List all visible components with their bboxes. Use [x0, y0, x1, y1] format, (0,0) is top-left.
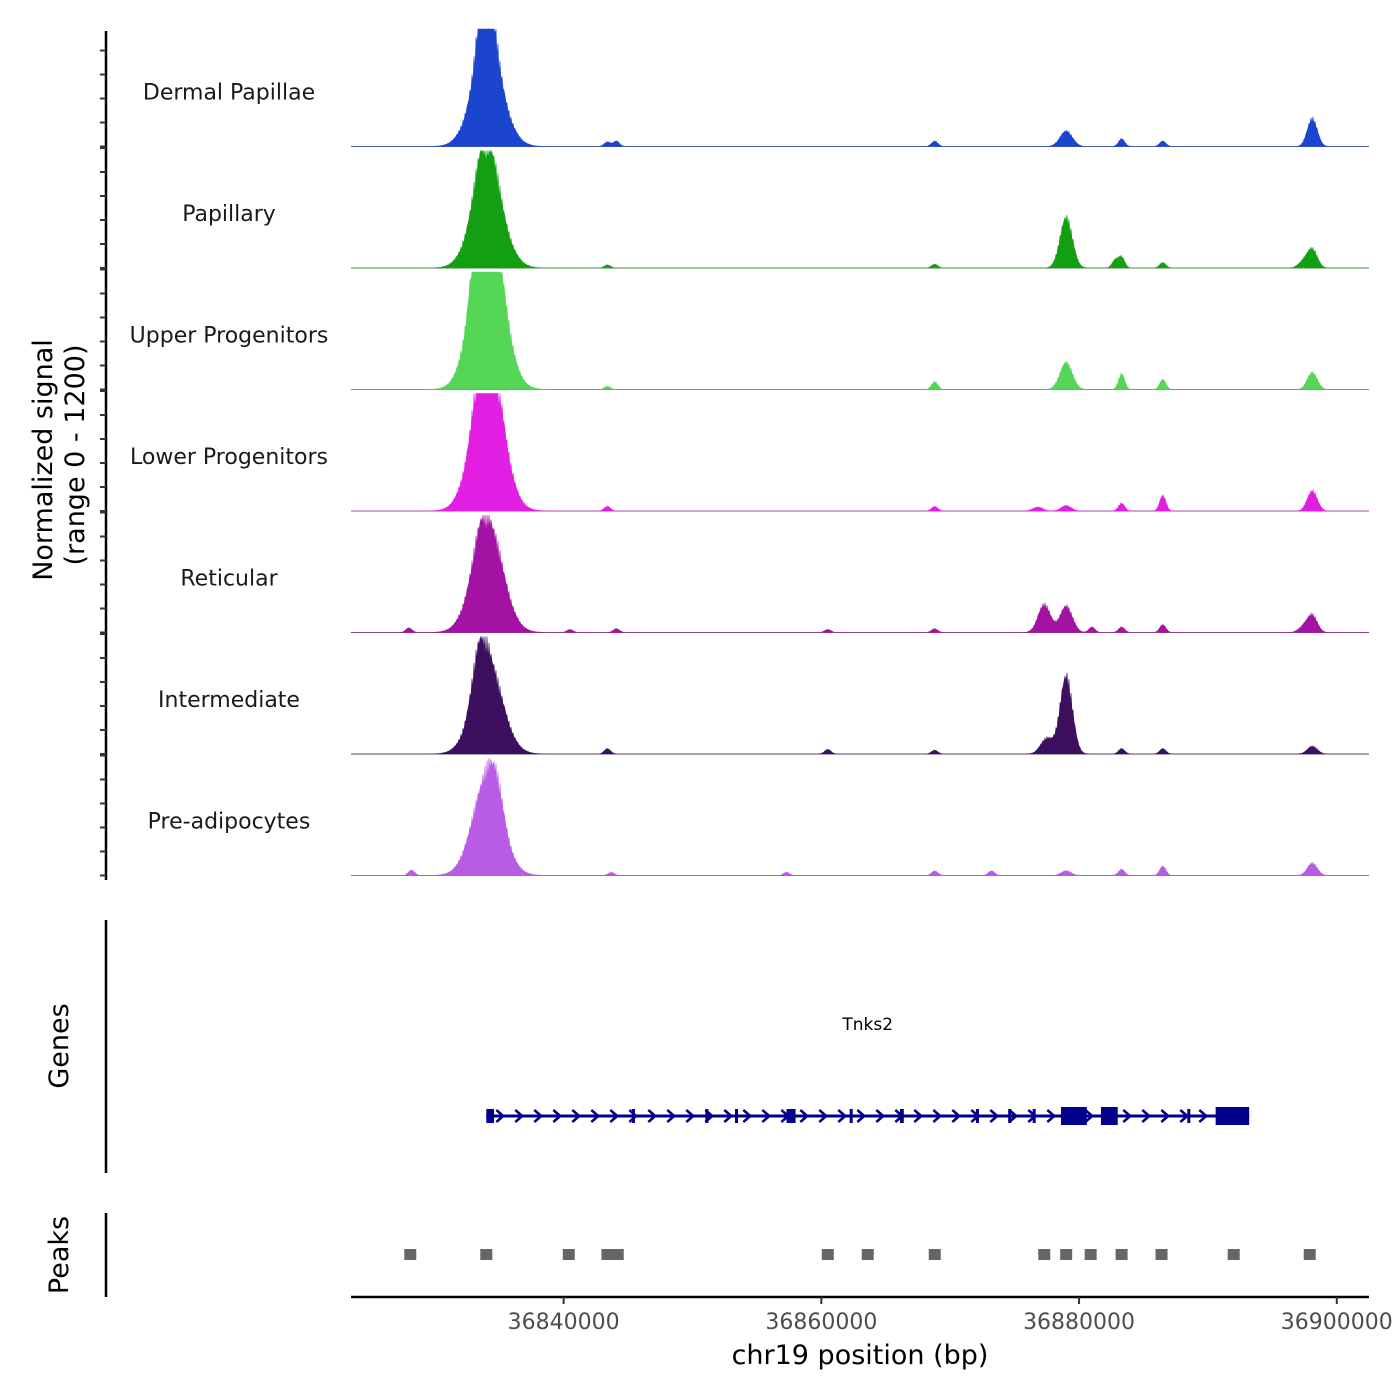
- peak-region: [1227, 1249, 1240, 1260]
- track-label: Reticular: [180, 567, 278, 592]
- signal-y-axis-ticks: [100, 49, 106, 877]
- coverage-track: Intermediate: [158, 635, 1369, 755]
- peak-region: [1038, 1249, 1051, 1260]
- coverage-area: [351, 757, 1369, 876]
- gene-exon: [786, 1109, 796, 1123]
- strand-arrow: [590, 1109, 601, 1123]
- strand-arrow: [1046, 1109, 1057, 1123]
- gene-exon: [1215, 1107, 1250, 1125]
- signal-y-axis-range: (range 0 - 1200): [60, 345, 91, 566]
- coverage-area: [351, 635, 1369, 755]
- gene-exon: [1061, 1107, 1087, 1125]
- x-tick-label: 36840000: [508, 1310, 620, 1335]
- strand-arrow: [761, 1109, 772, 1123]
- peak-region: [562, 1249, 575, 1260]
- coverage-tracks: Dermal Papillae Papillary Upper Progenitor…: [130, 28, 1369, 876]
- coverage-area: [351, 393, 1369, 512]
- genes-track: Tnks2: [486, 1015, 1250, 1125]
- gene-label: Tnks2: [841, 1015, 893, 1035]
- track-label: Dermal Papillae: [143, 81, 315, 106]
- peaks-track: [404, 1249, 1316, 1260]
- peak-region: [1303, 1249, 1316, 1260]
- gene-exon: [631, 1109, 635, 1123]
- strand-arrow: [837, 1109, 848, 1123]
- peak-region: [1060, 1249, 1073, 1260]
- gene-exon: [899, 1109, 904, 1123]
- strand-arrow: [742, 1109, 753, 1123]
- track-label: Papillary: [182, 202, 276, 227]
- strand-arrow: [1141, 1109, 1152, 1123]
- strand-arrow: [1179, 1109, 1190, 1123]
- gene-exon: [735, 1109, 739, 1123]
- x-axis-title: chr19 position (bp): [732, 1340, 989, 1371]
- strand-arrow: [723, 1109, 734, 1123]
- strand-arrow: [552, 1109, 563, 1123]
- strand-arrow: [951, 1109, 962, 1123]
- strand-arrow: [571, 1109, 582, 1123]
- coverage-track: Lower Progenitors: [130, 393, 1369, 512]
- coverage-area: [351, 271, 1369, 390]
- coverage-track: Reticular: [180, 514, 1369, 633]
- strand-arrow: [495, 1109, 506, 1123]
- peak-region: [1155, 1249, 1168, 1260]
- peak-region: [1084, 1249, 1097, 1260]
- peak-region: [480, 1249, 493, 1260]
- coverage-track: Papillary: [182, 149, 1369, 269]
- strand-arrow: [628, 1109, 639, 1123]
- gene-exon: [975, 1109, 979, 1123]
- strand-arrow: [1160, 1109, 1171, 1123]
- gene-exon: [1032, 1109, 1036, 1123]
- strand-arrow: [1084, 1109, 1095, 1123]
- gene-exon: [1008, 1109, 1012, 1123]
- gene-exon: [1187, 1109, 1191, 1123]
- strand-arrow: [609, 1109, 620, 1123]
- signal-y-axis-title: Normalized signal: [28, 339, 59, 581]
- strand-arrow: [685, 1109, 696, 1123]
- strand-arrow: [818, 1109, 829, 1123]
- x-tick-label: 36860000: [765, 1310, 877, 1335]
- coverage-track: Pre-adipocytes: [148, 757, 1369, 876]
- track-label: Lower Progenitors: [130, 445, 328, 470]
- x-tick-label: 36880000: [1023, 1310, 1135, 1335]
- track-label: Pre-adipocytes: [148, 810, 311, 835]
- strand-arrow: [799, 1109, 810, 1123]
- strand-arrow: [666, 1109, 677, 1123]
- gene-exon: [486, 1109, 495, 1123]
- coverage-track: Upper Progenitors: [130, 271, 1369, 390]
- genes-axis-title: Genes: [44, 1003, 75, 1088]
- coverage-area: [351, 28, 1369, 147]
- peak-region: [1115, 1249, 1128, 1260]
- peak-region: [404, 1249, 417, 1260]
- track-label: Upper Progenitors: [130, 324, 329, 349]
- strand-arrow: [913, 1109, 924, 1123]
- track-label: Intermediate: [158, 688, 300, 713]
- x-tick-label: 36900000: [1281, 1310, 1393, 1335]
- gene-model: Tnks2: [486, 1015, 1250, 1125]
- coverage-area: [351, 149, 1369, 269]
- peaks-axis-title: Peaks: [44, 1216, 75, 1294]
- peak-region: [861, 1249, 874, 1260]
- peak-region: [821, 1249, 834, 1260]
- gene-exon: [1100, 1107, 1118, 1125]
- strand-arrow: [533, 1109, 544, 1123]
- strand-arrow: [932, 1109, 943, 1123]
- strand-arrow: [989, 1109, 1000, 1123]
- coverage-area: [351, 514, 1369, 633]
- peak-region: [601, 1249, 614, 1260]
- strand-arrow: [647, 1109, 658, 1123]
- strand-arrow: [514, 1109, 525, 1123]
- peak-region: [611, 1249, 624, 1260]
- gene-exon: [849, 1109, 853, 1123]
- peak-region: [928, 1249, 941, 1260]
- strand-arrow: [1122, 1109, 1133, 1123]
- strand-arrow: [1198, 1109, 1209, 1123]
- strand-arrow: [875, 1109, 886, 1123]
- strand-arrow: [856, 1109, 867, 1123]
- gene-exon: [705, 1109, 709, 1123]
- x-axis-ticks: 36840000 36860000 36880000 36900000: [508, 1297, 1393, 1335]
- coverage-track: Dermal Papillae: [143, 28, 1369, 147]
- strand-arrow: [1008, 1109, 1019, 1123]
